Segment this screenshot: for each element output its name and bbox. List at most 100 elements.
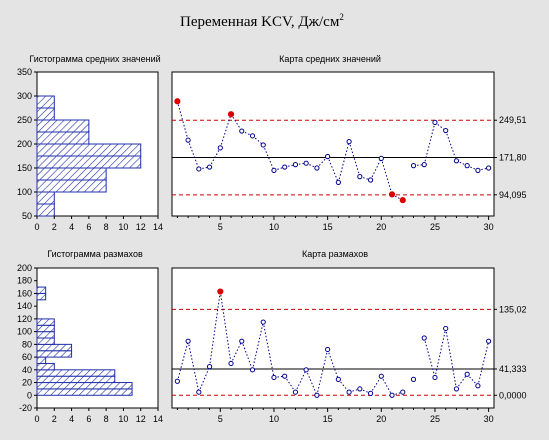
means-histogram-bar: [36, 95, 55, 109]
means-chart-layer: 249,51 171,80 94,095 5 10 15 20 25 30: [172, 98, 527, 232]
ranges-chart-point: [389, 392, 395, 398]
ranges-histogram-y-tick-label: 160: [17, 288, 32, 298]
ranges-histogram-bar: [36, 343, 73, 352]
ranges-chart-series-segment: [230, 340, 243, 364]
means-chart-point: [367, 177, 374, 183]
ranges-chart-point: [325, 346, 331, 353]
ranges-chart-series-segment: [219, 291, 232, 364]
ranges-histogram-x-tick-label: 14: [153, 414, 163, 424]
ranges-histogram-y-tick-label: 100: [17, 327, 32, 337]
means-chart-point: [410, 163, 417, 169]
ranges-histogram-x-tick-label: 8: [104, 414, 109, 424]
ranges-chart-point: [432, 374, 438, 381]
means-chart-point: [443, 127, 449, 134]
figure-title: Переменная KCV, Дж/см2: [180, 12, 344, 30]
ranges-histogram-bar: [36, 286, 47, 294]
ranges-chart-limit-label: 135,02: [499, 304, 527, 314]
ranges-histogram-bar: [36, 292, 47, 301]
means-histogram-y-tick-label: 300: [17, 91, 32, 101]
means-chart-point: [282, 164, 288, 170]
means-chart-point: [346, 139, 352, 145]
ranges-histogram-bar: [36, 388, 133, 396]
ranges-histogram-x-tick-label: 6: [86, 414, 91, 424]
ranges-chart-point: [249, 367, 256, 373]
means-chart-x-tick-label: 10: [269, 222, 279, 232]
ranges-chart-plot-area: [171, 267, 495, 409]
means-chart-series-segment: [348, 141, 361, 177]
means-chart-point: [217, 145, 223, 151]
means-histogram-bar: [36, 143, 142, 157]
ranges-histogram-bar: [36, 382, 133, 390]
means-chart-point-out-of-control: [388, 191, 396, 198]
ranges-chart-point: [464, 371, 470, 377]
ranges-histogram-x-tick-label: 4: [69, 414, 74, 424]
ranges-chart-point-out-of-control: [217, 288, 224, 295]
means-chart-x-tick-label: 5: [218, 222, 223, 232]
means-histogram-bar: [36, 131, 90, 145]
ranges-chart-point: [357, 386, 363, 392]
ranges-chart-point: [228, 360, 234, 367]
means-chart-point: [335, 179, 341, 185]
ranges-chart-point: [292, 389, 299, 395]
ranges-histogram-y-tick-label: 200: [17, 263, 32, 273]
means-chart-series-segment: [209, 147, 221, 168]
ranges-chart-x-tick-label: 25: [430, 414, 440, 424]
ranges-chart-series-segment: [456, 373, 468, 390]
means-chart-point: [196, 166, 202, 172]
ranges-chart-x-tick-label: 10: [269, 414, 279, 424]
ranges-histogram-y-tick-label: 120: [17, 314, 32, 324]
ranges-chart-x-tick-label: 15: [323, 414, 333, 424]
means-chart-x-tick-label: 25: [430, 222, 440, 232]
ranges-chart-series-segment: [466, 373, 479, 387]
ranges-chart-x-tick-label: 5: [218, 414, 223, 424]
ranges-chart-limit-label: 0,0000: [499, 390, 527, 400]
means-histogram-x-tick-label: 0: [34, 222, 39, 232]
ranges-chart-point: [185, 338, 191, 344]
means-chart-point: [314, 165, 320, 171]
means-chart-point: [303, 160, 309, 166]
ranges-histogram-x-tick-label: 2: [52, 414, 57, 424]
ranges-chart-x-tick-label: 20: [376, 414, 386, 424]
ranges-chart-point: [443, 325, 449, 332]
means-chart-series-segment: [327, 156, 339, 183]
ranges-chart-point: [453, 386, 460, 392]
means-chart-point: [432, 119, 438, 126]
means-chart-point: [206, 164, 213, 170]
ranges-histogram-y-tick-label: 0: [27, 390, 32, 400]
means-chart-point: [185, 137, 191, 143]
means-histogram-layer: 0 2 4 6 8 10 12 14 50 100 150 200 250 300 350: [17, 67, 163, 232]
ranges-chart-point: [271, 374, 277, 381]
means-chart-point: [453, 158, 460, 164]
means-chart-x-tick-label: 30: [484, 222, 494, 232]
means-histogram-y-tick-label: 50: [22, 211, 32, 221]
ranges-chart-series-segment: [316, 349, 329, 396]
ranges-chart-point: [421, 335, 427, 341]
means-chart-series-segment: [316, 156, 328, 169]
means-chart-point: [486, 165, 492, 171]
ranges-chart-x-tick-label: 30: [484, 414, 494, 424]
ranges-chart-series-segment: [187, 341, 200, 393]
ranges-histogram-bar: [36, 331, 55, 339]
means-histogram-x-tick-label: 10: [118, 222, 128, 232]
ranges-chart-series-segment: [209, 291, 221, 367]
means-histogram-bar: [36, 191, 55, 205]
ranges-chart-point: [314, 392, 320, 398]
ranges-chart-point: [410, 376, 417, 382]
ranges-chart-layer: 135,02 41,333 0,0000 5 10 15 20 25 30: [172, 288, 527, 424]
means-histogram-y-tick-label: 100: [17, 187, 32, 197]
means-chart-point-out-of-control: [399, 197, 406, 204]
ranges-chart-title: Карта размахов: [302, 249, 368, 259]
means-histogram-x-tick-label: 2: [52, 222, 57, 232]
ranges-histogram-bar: [36, 375, 116, 384]
means-chart-point: [271, 167, 277, 173]
ranges-chart-series-segment: [241, 341, 253, 370]
means-chart-point: [292, 162, 299, 168]
means-chart-point: [249, 133, 256, 139]
ranges-histogram-y-tick-label: 60: [22, 352, 32, 362]
ranges-chart-series-segment: [305, 369, 318, 396]
means-chart-point: [325, 153, 331, 160]
ranges-histogram-title: Гистограмма размахов: [47, 249, 143, 259]
means-chart-series-segment: [337, 141, 350, 183]
